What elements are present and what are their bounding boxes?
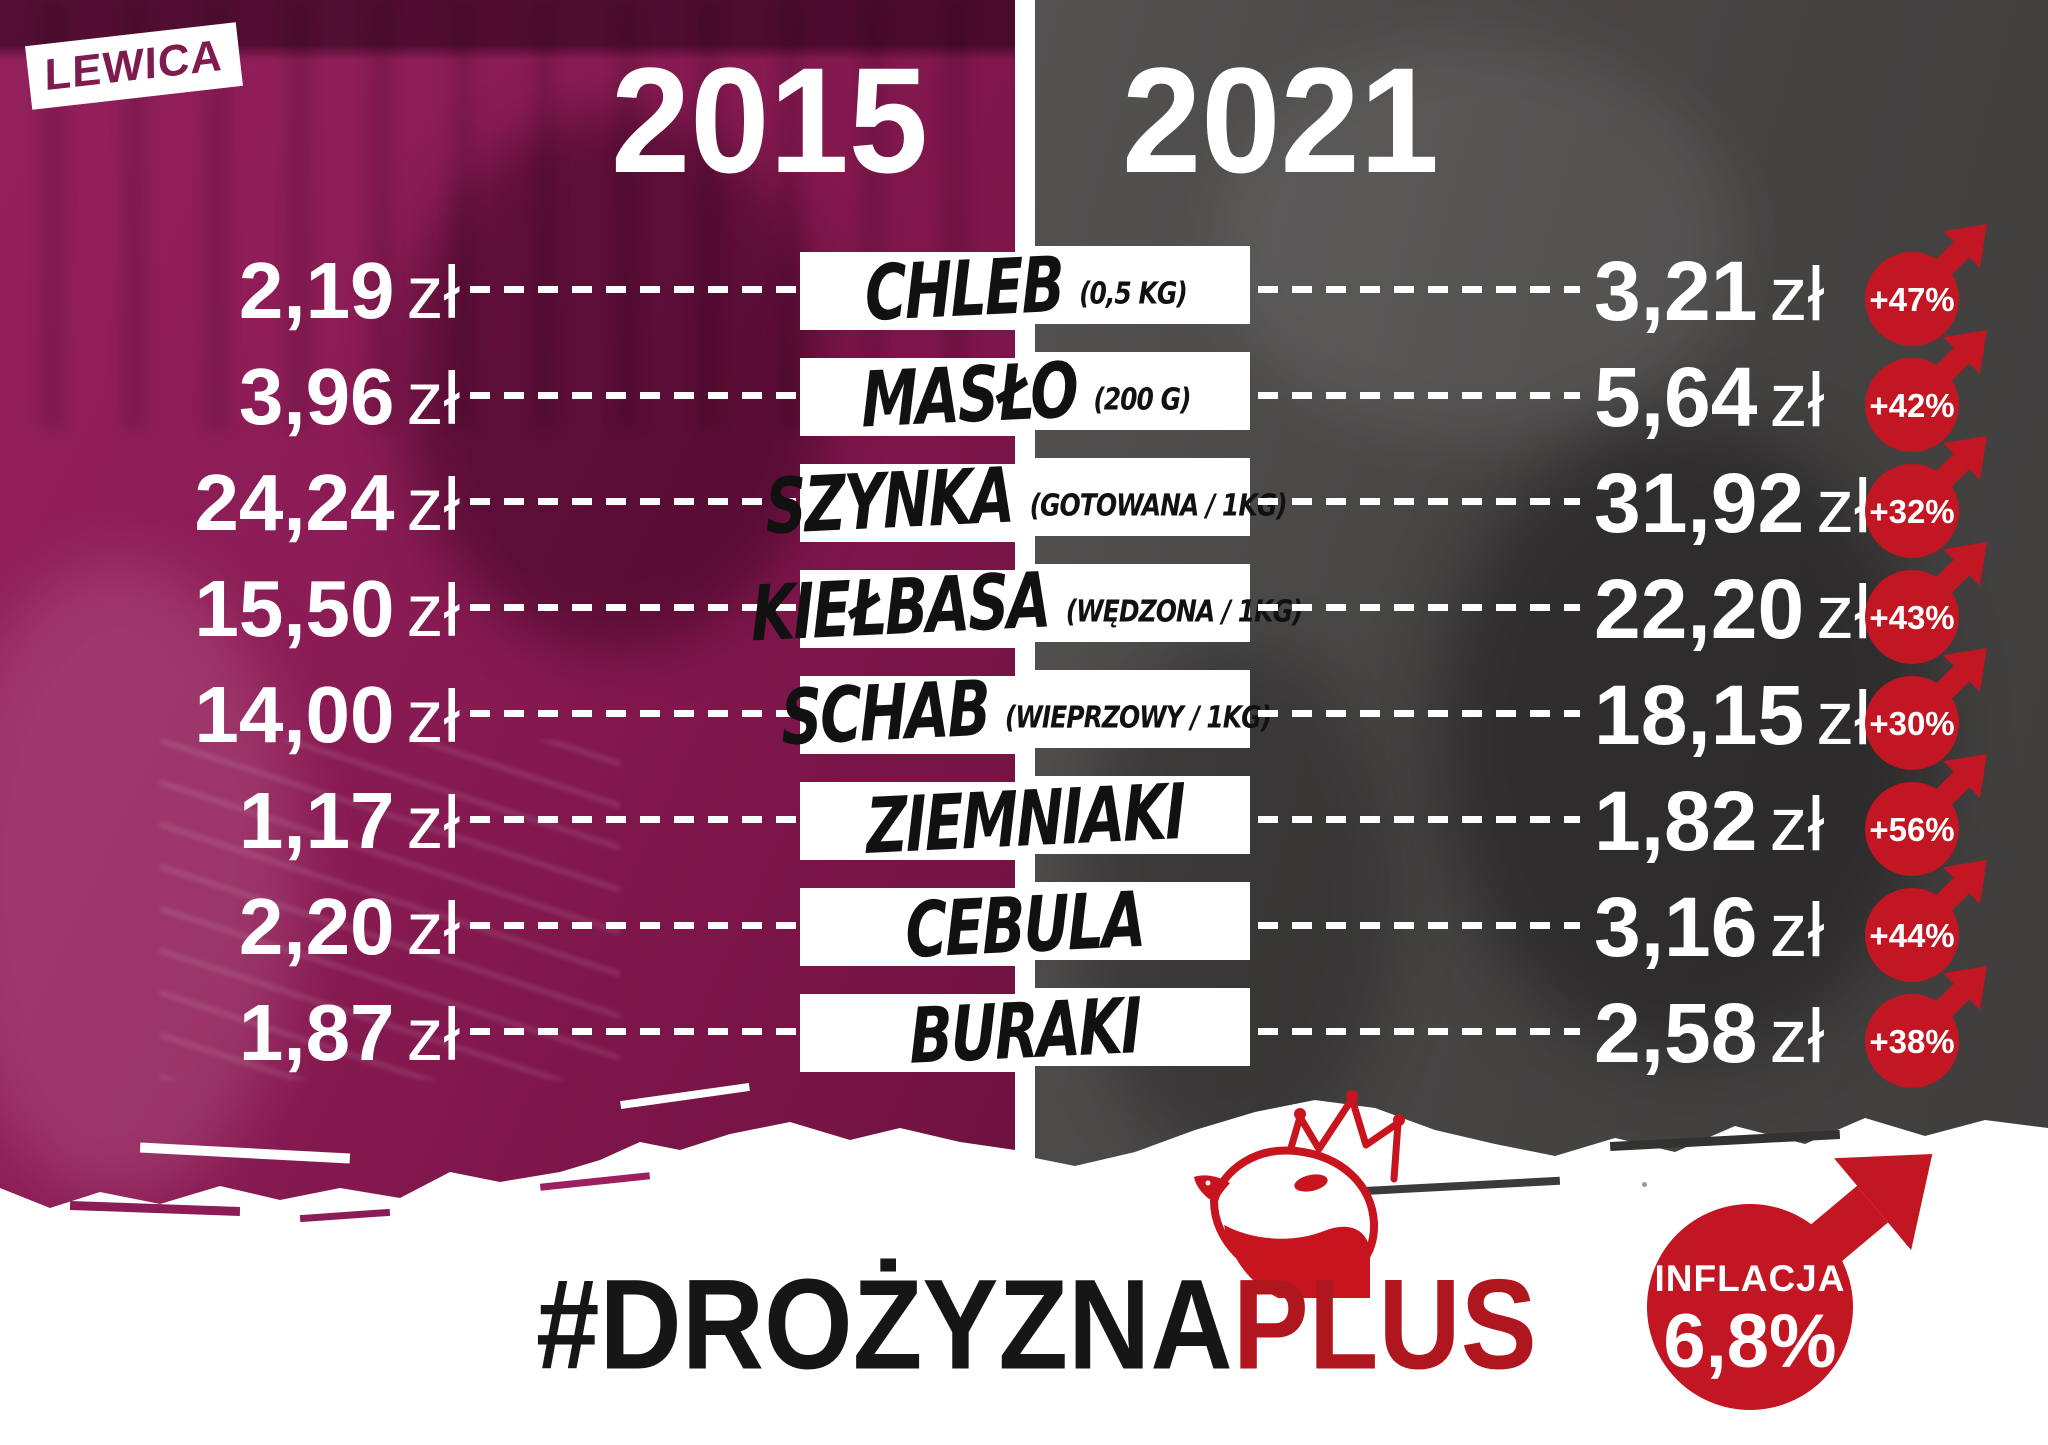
product-unit: (GOTOWANA / 1KG) <box>1029 487 1288 523</box>
dashed-connector <box>470 922 796 929</box>
trend-arrow-icon: +42% <box>1865 330 1987 452</box>
price-2015: 1,17 zł <box>238 776 460 865</box>
eagle-crown-logo <box>1194 1090 1405 1298</box>
trend-arrow-icon: +56% <box>1865 754 1987 876</box>
brush-speckle <box>1642 1182 1647 1187</box>
dashed-connector <box>470 1028 796 1035</box>
product-label-box: ZIEMNIAKI <box>800 767 1250 871</box>
brush-speckle <box>299 1208 391 1223</box>
percent-change: +38% <box>1869 1023 1954 1060</box>
product-unit: (WĘDZONA / 1KG) <box>1065 593 1304 629</box>
price-2021: 3,21 zł <box>1594 244 1825 338</box>
dashed-connector <box>1258 392 1580 399</box>
brush-speckle <box>69 1201 241 1216</box>
photo-light-shape <box>1215 40 1735 440</box>
product-unit: (0,5 KG) <box>1079 275 1188 311</box>
price-2021: 31,92 zł <box>1594 456 1872 550</box>
price-2015: 1,87 zł <box>238 988 460 1077</box>
dashed-connector <box>470 604 796 611</box>
dashed-connector <box>1258 710 1580 717</box>
dashed-connector <box>470 816 796 823</box>
price-2015: 15,50 zł <box>194 564 460 653</box>
percent-change: +44% <box>1869 917 1954 954</box>
product-name: ZIEMNIAKI <box>864 766 1186 872</box>
product-label-box: CHLEB (0,5 KG) <box>800 239 1250 339</box>
product-name: CEBULA <box>904 874 1146 976</box>
percent-change: +47% <box>1869 281 1954 318</box>
product-unit: (200 G) <box>1093 381 1191 417</box>
trend-arrow-icon: +32% <box>1865 436 1987 558</box>
product-unit: (WIEPRZOWY / 1KG) <box>1004 699 1272 735</box>
lewica-logo-label: LEWICA <box>44 30 224 101</box>
dashed-connector <box>1258 922 1580 929</box>
percent-change: +43% <box>1869 599 1954 636</box>
percent-change: +56% <box>1869 811 1954 848</box>
product-name: BURAKI <box>908 980 1142 1082</box>
product-name: MASŁO <box>860 345 1079 445</box>
product-label-box: KIEŁBASA (WĘDZONA / 1KG) <box>750 555 1304 659</box>
product-name: SZYNKA <box>764 450 1015 552</box>
price-2021: 2,58 zł <box>1594 986 1825 1080</box>
trend-arrow-icon: +43% <box>1865 542 1987 664</box>
photo-silhouette-shape <box>1435 420 1935 1060</box>
price-2021: 22,20 zł <box>1594 562 1872 656</box>
product-label-box: CEBULA <box>800 875 1250 975</box>
photo-silhouette-shape <box>0 560 300 1200</box>
price-2021: 5,64 zł <box>1594 350 1825 444</box>
dashed-connector <box>470 710 796 717</box>
percent-change: +30% <box>1869 705 1954 742</box>
trend-arrow-icon: +30% <box>1865 648 1987 770</box>
product-label-box: BURAKI <box>800 981 1250 1081</box>
price-2015: 2,20 zł <box>238 882 460 971</box>
trend-arrow-icon: +44% <box>1865 860 1987 982</box>
price-2021: 3,16 zł <box>1594 880 1825 974</box>
dashed-connector <box>470 392 796 399</box>
product-label-box: SCHAB (WIEPRZOWY / 1KG) <box>780 663 1272 762</box>
year-2015-heading: 2015 <box>610 36 928 204</box>
price-2015: 3,96 zł <box>238 352 460 441</box>
price-2021: 1,82 zł <box>1594 774 1825 868</box>
dashed-connector <box>1258 1028 1580 1035</box>
dashed-connector <box>1258 498 1580 505</box>
price-2021: 18,15 zł <box>1594 668 1872 762</box>
inflation-label: INFLACJA <box>1655 1258 1846 1299</box>
hashtag-title: #DROŻYZNAPLUS <box>536 1261 1537 1390</box>
product-label-box: SZYNKA (GOTOWANA / 1KG) <box>765 450 1288 551</box>
inflation-value: 6,8% <box>1663 1299 1836 1384</box>
percent-change: +42% <box>1869 387 1954 424</box>
product-name: KIEŁBASA <box>749 555 1050 659</box>
brush-speckle <box>539 1172 651 1191</box>
product-label-box: MASŁO (200 G) <box>800 345 1250 445</box>
price-2015: 14,00 zł <box>194 670 460 759</box>
trend-arrow-icon: +38% <box>1865 966 1987 1088</box>
product-name: CHLEB <box>864 239 1065 339</box>
dashed-connector <box>470 286 796 293</box>
percent-change: +32% <box>1869 493 1954 530</box>
photo-silhouette-shape <box>400 110 830 650</box>
dashed-connector <box>1258 286 1580 293</box>
price-2015: 2,19 zł <box>238 246 460 335</box>
hashtag-black-part: #DROŻYZNA <box>536 1254 1233 1397</box>
product-name: SCHAB <box>779 663 990 763</box>
hashtag-plus-part: PLUS <box>1232 1254 1537 1397</box>
dashed-connector <box>1258 604 1580 611</box>
year-2021-heading: 2021 <box>1122 36 1440 204</box>
photo-cart-texture <box>160 740 620 1080</box>
dashed-connector <box>1258 816 1580 823</box>
dashed-connector <box>470 498 796 505</box>
trend-arrow-icon: +47% <box>1865 224 1987 346</box>
inflation-badge: INFLACJA 6,8% <box>1647 1154 1933 1410</box>
brush-speckle <box>620 1082 750 1110</box>
price-2015: 24,24 zł <box>194 458 460 547</box>
